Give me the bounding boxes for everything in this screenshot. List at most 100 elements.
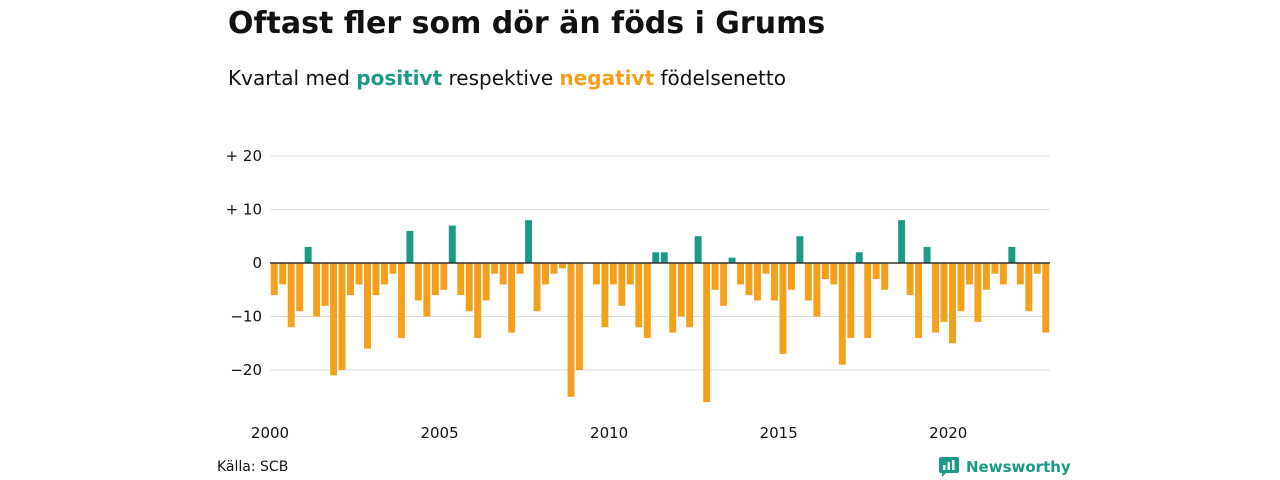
subtitle-middle: respektive (448, 66, 554, 90)
bar (431, 263, 439, 296)
bar (677, 263, 685, 317)
bar (618, 263, 626, 306)
y-tick-label: + 10 (226, 201, 262, 219)
bar (864, 263, 872, 338)
bar (448, 225, 456, 263)
y-tick-label: 0 (252, 254, 262, 272)
bar (965, 263, 973, 285)
bar (940, 263, 948, 322)
x-tick-label: 2000 (251, 424, 289, 442)
bar (991, 263, 999, 274)
bar (601, 263, 609, 328)
bar (516, 263, 524, 274)
bar (423, 263, 431, 317)
bar (847, 263, 855, 338)
bar (821, 263, 829, 280)
bar (355, 263, 363, 285)
bar (754, 263, 761, 301)
bar (609, 263, 617, 285)
bar (550, 263, 558, 274)
bar (508, 263, 516, 333)
source-label: Källa: SCB (217, 459, 289, 475)
x-tick-label: 2020 (929, 424, 967, 442)
bar (414, 263, 422, 301)
bars (270, 220, 1050, 403)
bar (770, 263, 778, 301)
bar (321, 263, 329, 306)
bar (974, 263, 982, 322)
subtitle-positive-label: positivt (356, 66, 443, 90)
bar (923, 246, 931, 263)
bar (915, 263, 923, 338)
newsworthy-icon (939, 457, 959, 477)
bar (906, 263, 914, 296)
y-tick-label: −10 (230, 308, 262, 326)
brand-logo: Newsworthy (938, 456, 1071, 478)
bar (474, 263, 482, 338)
bar (872, 263, 880, 280)
bar (304, 246, 312, 263)
bar (898, 220, 906, 263)
bar (279, 263, 287, 285)
subtitle-prefix: Kvartal med (228, 66, 350, 90)
bar (287, 263, 295, 328)
bar (1033, 263, 1041, 274)
y-axis-ticks: + 20 + 10 0 −10 −20 (226, 147, 262, 379)
bar (745, 263, 753, 296)
bar (1016, 263, 1024, 285)
bar (720, 263, 728, 306)
bar (1042, 263, 1050, 333)
brand-label: Newsworthy (966, 458, 1071, 476)
subtitle-suffix: födelsenetto (660, 66, 786, 90)
chart-title: Oftast fler som dör än föds i Grums (228, 6, 826, 41)
bar (499, 263, 507, 285)
y-tick-label: + 20 (226, 147, 262, 165)
bar (881, 263, 889, 290)
bar (694, 236, 702, 263)
bar (957, 263, 965, 312)
bar (533, 263, 541, 312)
chart-subtitle: Kvartal med positivt respektive negativt… (228, 66, 786, 90)
bar (796, 236, 804, 263)
bar (567, 263, 575, 397)
x-axis-ticks: 2000 2005 2010 2015 2020 (251, 424, 967, 442)
bar (465, 263, 473, 312)
bar (457, 263, 465, 296)
bar (737, 263, 745, 285)
x-tick-label: 2015 (760, 424, 798, 442)
bar (397, 263, 405, 338)
x-tick-label: 2010 (590, 424, 628, 442)
bar (669, 263, 677, 333)
bar (982, 263, 990, 290)
bar (787, 263, 795, 290)
bar (338, 263, 346, 370)
bar (855, 252, 863, 263)
bar (626, 263, 634, 285)
bar (813, 263, 821, 317)
bar (592, 263, 600, 285)
bar (652, 252, 660, 263)
bar (406, 230, 414, 263)
bar (643, 263, 651, 338)
bar (728, 257, 736, 263)
bar (686, 263, 694, 328)
bar (330, 263, 338, 376)
subtitle-negative-label: negativt (559, 66, 655, 90)
y-tick-label: −20 (230, 361, 262, 379)
bar (1025, 263, 1033, 312)
bar (525, 220, 533, 263)
bar (491, 263, 499, 274)
bar (779, 263, 787, 354)
bar (1008, 246, 1016, 263)
bar (542, 263, 550, 285)
bar (313, 263, 321, 317)
bar (372, 263, 380, 296)
bar (440, 263, 448, 290)
bar (270, 263, 278, 296)
x-tick-label: 2005 (420, 424, 458, 442)
bar (559, 263, 566, 269)
bar (635, 263, 643, 328)
bar (949, 263, 956, 344)
bar (296, 263, 304, 312)
